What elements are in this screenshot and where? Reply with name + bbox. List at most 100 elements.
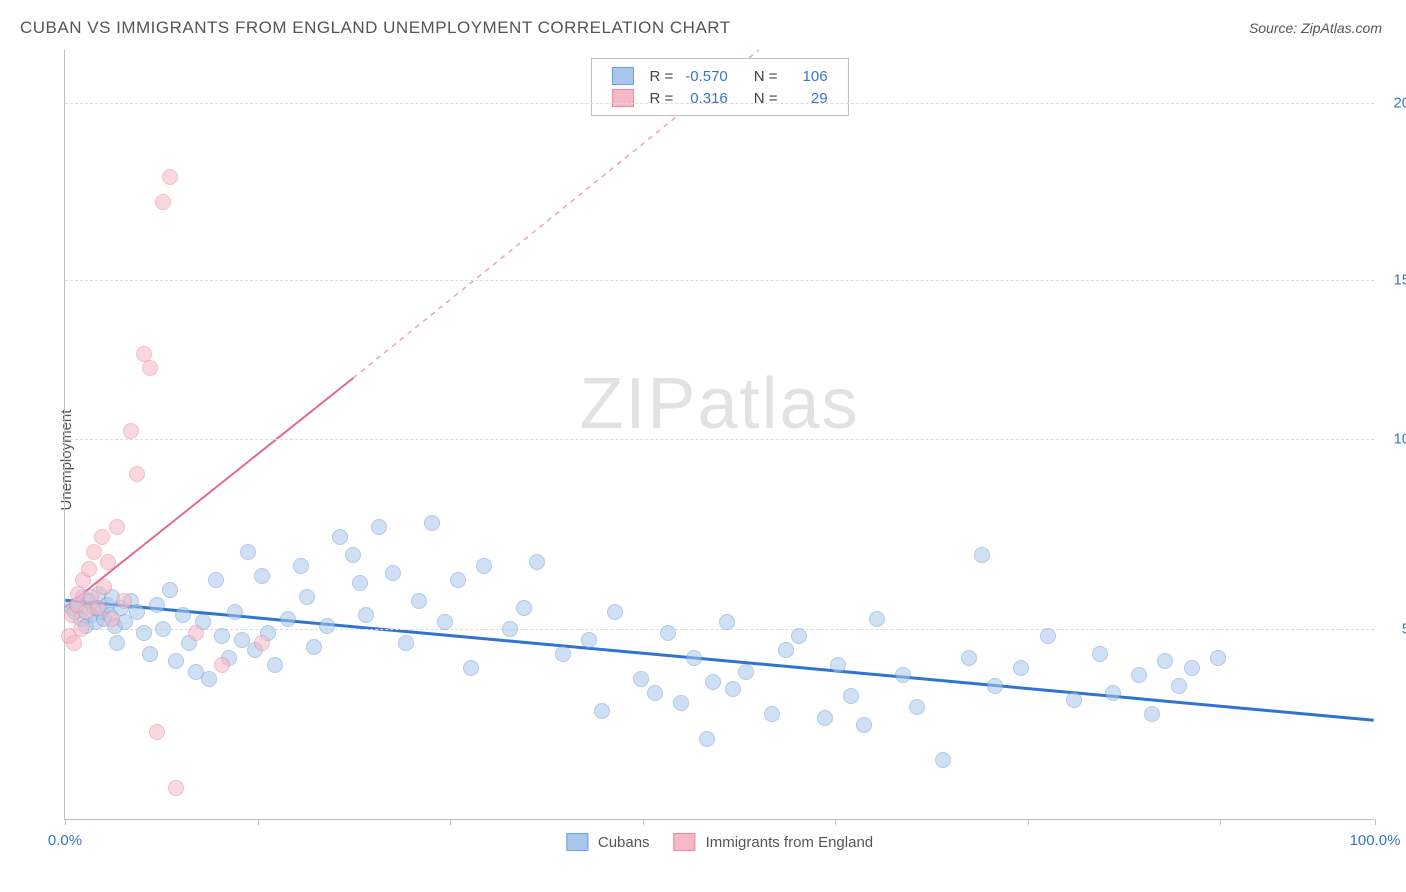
point-england <box>90 600 106 616</box>
point-cubans <box>201 671 217 687</box>
point-cubans <box>437 614 453 630</box>
point-cubans <box>1105 685 1121 701</box>
point-cubans <box>280 611 296 627</box>
point-england <box>116 593 132 609</box>
point-cubans <box>136 625 152 641</box>
point-cubans <box>299 589 315 605</box>
point-cubans <box>155 621 171 637</box>
point-cubans <box>764 706 780 722</box>
point-cubans <box>450 572 466 588</box>
r-label: R = <box>643 87 679 109</box>
point-cubans <box>633 671 649 687</box>
point-cubans <box>240 544 256 560</box>
chart-header: CUBAN VS IMMIGRANTS FROM ENGLAND UNEMPLO… <box>0 0 1406 46</box>
point-cubans <box>725 681 741 697</box>
point-cubans <box>1066 692 1082 708</box>
point-cubans <box>371 519 387 535</box>
x-tick <box>643 819 644 825</box>
point-england <box>123 423 139 439</box>
point-cubans <box>817 710 833 726</box>
point-cubans <box>345 547 361 563</box>
n-value-cubans: 106 <box>784 65 834 87</box>
point-cubans <box>149 597 165 613</box>
source-name: ZipAtlas.com <box>1301 20 1382 36</box>
point-cubans <box>214 628 230 644</box>
point-cubans <box>319 618 335 634</box>
x-tick <box>1220 819 1221 825</box>
r-value-england: 0.316 <box>679 87 734 109</box>
swatch-england <box>611 89 633 107</box>
point-cubans <box>142 646 158 662</box>
point-cubans <box>791 628 807 644</box>
source-prefix: Source: <box>1249 20 1301 36</box>
legend-item-cubans: Cubans <box>566 833 650 851</box>
point-england <box>254 635 270 651</box>
point-england <box>129 466 145 482</box>
n-value-england: 29 <box>784 87 834 109</box>
point-cubans <box>175 607 191 623</box>
point-england <box>155 194 171 210</box>
x-tick <box>65 819 66 825</box>
point-cubans <box>398 635 414 651</box>
point-cubans <box>699 731 715 747</box>
point-cubans <box>463 660 479 676</box>
r-label: R = <box>643 65 679 87</box>
legend: Cubans Immigrants from England <box>566 833 873 851</box>
point-cubans <box>555 646 571 662</box>
point-cubans <box>719 614 735 630</box>
trend-lines <box>65 50 1374 819</box>
point-cubans <box>529 554 545 570</box>
point-cubans <box>1171 678 1187 694</box>
point-england <box>214 657 230 673</box>
plot-region: ZIPatlas R = -0.570 N = 106 R = 0.316 <box>64 50 1374 820</box>
point-cubans <box>162 582 178 598</box>
point-england <box>162 169 178 185</box>
point-cubans <box>109 635 125 651</box>
y-tick-label: 15.0% <box>1393 271 1406 288</box>
point-cubans <box>961 650 977 666</box>
point-cubans <box>227 604 243 620</box>
point-cubans <box>502 621 518 637</box>
point-cubans <box>1184 660 1200 676</box>
legend-item-england: Immigrants from England <box>674 833 874 851</box>
x-tick-label: 100.0% <box>1350 832 1401 849</box>
point-cubans <box>1144 706 1160 722</box>
swatch-cubans <box>611 67 633 85</box>
point-cubans <box>1013 660 1029 676</box>
r-value-cubans: -0.570 <box>679 65 734 87</box>
stats-box: R = -0.570 N = 106 R = 0.316 N = 29 <box>590 58 848 116</box>
point-cubans <box>516 600 532 616</box>
x-tick <box>835 819 836 825</box>
gridline <box>65 439 1374 440</box>
legend-label-cubans: Cubans <box>598 834 650 851</box>
legend-swatch-cubans <box>566 833 588 851</box>
legend-swatch-england <box>674 833 696 851</box>
point-cubans <box>869 611 885 627</box>
chart-title: CUBAN VS IMMIGRANTS FROM ENGLAND UNEMPLO… <box>20 18 731 38</box>
point-cubans <box>738 664 754 680</box>
x-tick <box>1375 819 1376 825</box>
x-tick <box>450 819 451 825</box>
point-england <box>100 554 116 570</box>
point-cubans <box>385 565 401 581</box>
point-cubans <box>168 653 184 669</box>
point-cubans <box>1210 650 1226 666</box>
point-cubans <box>1157 653 1173 669</box>
point-cubans <box>856 717 872 733</box>
point-cubans <box>476 558 492 574</box>
point-cubans <box>830 657 846 673</box>
point-cubans <box>660 625 676 641</box>
point-cubans <box>424 515 440 531</box>
watermark-zip: ZIP <box>579 364 697 444</box>
n-label: N = <box>748 65 784 87</box>
point-cubans <box>843 688 859 704</box>
point-england <box>96 579 112 595</box>
point-cubans <box>267 657 283 673</box>
n-label: N = <box>748 87 784 109</box>
watermark-atlas: atlas <box>697 364 859 444</box>
point-cubans <box>705 674 721 690</box>
point-cubans <box>411 593 427 609</box>
point-cubans <box>254 568 270 584</box>
point-england <box>94 529 110 545</box>
stats-row-cubans: R = -0.570 N = 106 <box>605 65 833 87</box>
